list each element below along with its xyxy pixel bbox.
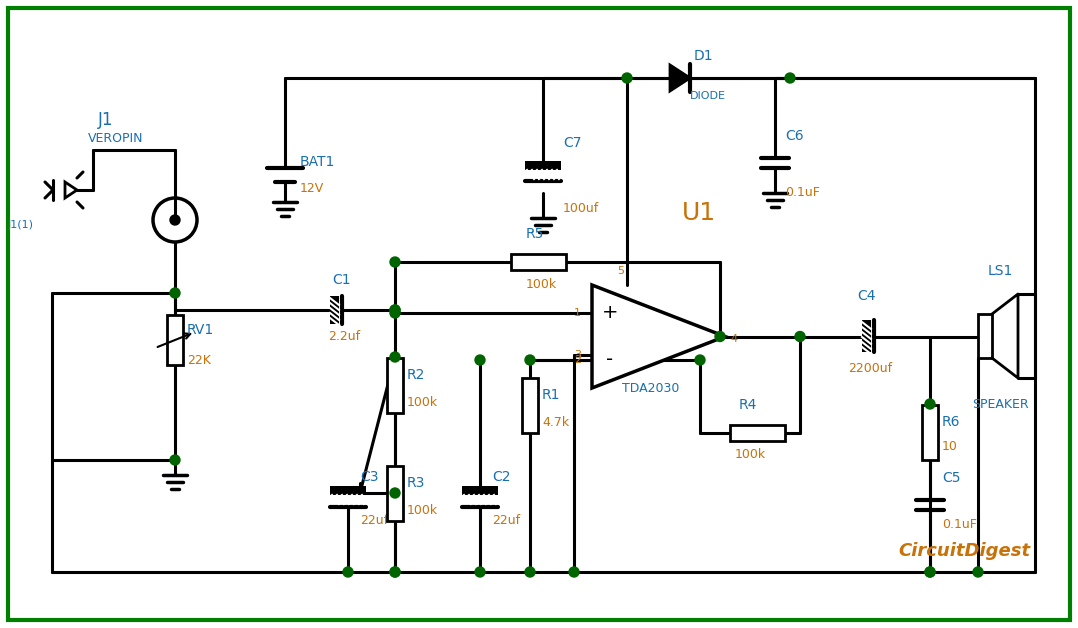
Text: 100k: 100k — [526, 278, 557, 291]
Circle shape — [785, 73, 794, 83]
Text: 2.2uf: 2.2uf — [328, 330, 360, 344]
Text: C7: C7 — [563, 136, 581, 150]
Text: C5: C5 — [942, 471, 960, 485]
Circle shape — [390, 308, 400, 318]
Circle shape — [973, 567, 983, 577]
Text: 100k: 100k — [407, 396, 438, 409]
Text: 22uf: 22uf — [492, 514, 520, 528]
Polygon shape — [671, 65, 690, 91]
Circle shape — [569, 567, 579, 577]
Text: VEROPIN: VEROPIN — [88, 131, 143, 144]
Text: BAT1: BAT1 — [300, 155, 335, 169]
Circle shape — [715, 332, 725, 342]
Circle shape — [525, 567, 535, 577]
Text: SPEAKER: SPEAKER — [972, 398, 1028, 411]
Text: 12V: 12V — [300, 181, 324, 195]
Bar — [862, 320, 871, 352]
Text: 2: 2 — [573, 355, 581, 365]
Text: 5: 5 — [617, 266, 624, 276]
Text: 3: 3 — [573, 350, 581, 359]
Circle shape — [925, 567, 935, 577]
Bar — [511, 254, 566, 270]
Text: R5: R5 — [526, 227, 544, 241]
Text: RV1: RV1 — [186, 323, 215, 337]
Text: 0.1uF: 0.1uF — [785, 187, 820, 200]
Circle shape — [695, 355, 705, 365]
Text: +: + — [602, 303, 619, 323]
Circle shape — [525, 355, 535, 365]
Text: 0.1uF: 0.1uF — [942, 519, 977, 531]
Text: R6: R6 — [942, 415, 960, 429]
Text: 22K: 22K — [186, 354, 211, 367]
Text: 100k: 100k — [407, 504, 438, 517]
Bar — [522, 377, 538, 433]
Circle shape — [390, 257, 400, 267]
Bar — [978, 314, 992, 358]
Circle shape — [475, 355, 485, 365]
Text: C3: C3 — [360, 470, 378, 484]
Text: 2200uf: 2200uf — [848, 362, 893, 374]
Bar — [387, 357, 403, 413]
Text: C2: C2 — [492, 470, 511, 484]
Text: 4.7k: 4.7k — [542, 416, 569, 430]
Circle shape — [170, 288, 180, 298]
Text: 1: 1 — [573, 308, 581, 318]
Bar — [330, 486, 367, 495]
Text: 4: 4 — [730, 333, 737, 344]
Circle shape — [170, 215, 180, 225]
Text: C1: C1 — [332, 273, 350, 287]
Circle shape — [170, 455, 180, 465]
Text: R1: R1 — [542, 388, 561, 402]
Circle shape — [390, 488, 400, 498]
Text: DIODE: DIODE — [690, 91, 725, 101]
Text: R3: R3 — [407, 476, 426, 490]
Text: J1(1): J1(1) — [8, 220, 34, 230]
Circle shape — [390, 305, 400, 315]
Text: 10: 10 — [942, 440, 958, 453]
Text: -: - — [607, 350, 613, 369]
Text: R4: R4 — [740, 398, 758, 412]
Text: TDA2030: TDA2030 — [622, 382, 679, 395]
Bar — [730, 425, 785, 441]
Bar — [387, 465, 403, 521]
Text: 100k: 100k — [735, 448, 766, 462]
Text: LS1: LS1 — [989, 264, 1013, 278]
Circle shape — [475, 567, 485, 577]
Text: U1: U1 — [682, 201, 716, 225]
Bar — [462, 486, 498, 495]
Polygon shape — [592, 285, 725, 388]
Bar — [167, 315, 183, 365]
Circle shape — [925, 399, 935, 409]
Text: 100uf: 100uf — [563, 202, 599, 215]
Circle shape — [390, 567, 400, 577]
Bar — [922, 404, 938, 460]
Text: C6: C6 — [785, 129, 803, 143]
Circle shape — [925, 567, 935, 577]
Circle shape — [390, 567, 400, 577]
Bar — [330, 296, 338, 324]
Circle shape — [794, 332, 805, 342]
Circle shape — [622, 73, 632, 83]
Text: J1: J1 — [98, 111, 113, 129]
Bar — [525, 161, 561, 170]
Circle shape — [390, 352, 400, 362]
Circle shape — [343, 567, 353, 577]
Text: D1: D1 — [694, 49, 714, 63]
Circle shape — [390, 305, 400, 315]
Text: 22uf: 22uf — [360, 514, 388, 528]
Text: CircuitDigest: CircuitDigest — [898, 542, 1029, 560]
Text: R2: R2 — [407, 368, 426, 382]
Text: C4: C4 — [857, 289, 875, 303]
